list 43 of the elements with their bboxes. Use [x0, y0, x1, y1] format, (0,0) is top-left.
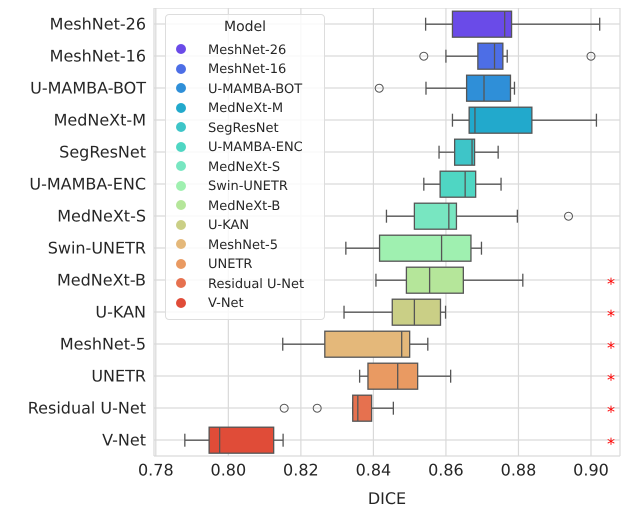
legend-label: SegResNet	[208, 120, 279, 136]
y-tick-label: SegResNet	[59, 142, 146, 162]
legend-label: U-MAMBA-ENC	[208, 140, 303, 155]
y-tick-label: MeshNet-5	[60, 334, 146, 354]
y-tick-label: MeshNet-16	[50, 46, 146, 66]
annotation: *	[607, 338, 615, 358]
y-tick-label: U-KAN	[95, 302, 146, 322]
y-tick-label: UNETR	[91, 366, 146, 386]
y-tick-label: Swin-UNETR	[48, 238, 146, 258]
x-tick-label: 0.90	[573, 460, 609, 480]
y-tick-label: U-MAMBA-BOT	[30, 78, 146, 98]
x-axis-title: DICE	[368, 489, 406, 508]
annotation: *	[607, 274, 615, 294]
legend-label: MeshNet-26	[208, 42, 286, 58]
legend-title: Model	[223, 19, 268, 36]
legend-label: V-Net	[208, 296, 244, 311]
legend-label: U-KAN	[208, 218, 250, 233]
legend-label: MedNeXt-S	[208, 160, 280, 174]
y-tick-label: MedNeXt-B	[56, 270, 146, 290]
annotation: *	[607, 402, 615, 422]
x-tick-label: 0.88	[500, 460, 536, 480]
y-tick-label: V-Net	[102, 430, 146, 450]
legend-label: U-MAMBA-BOT	[208, 82, 302, 96]
x-tick-label: 0.80	[210, 460, 246, 480]
legend-label: MeshNet-16	[208, 62, 286, 77]
annotation: *	[607, 370, 615, 390]
legend-label: MedNeXt-M	[208, 101, 284, 116]
annotation: *	[607, 434, 615, 454]
y-tick-label: MedNeXt-S	[57, 206, 146, 226]
y-tick-label: U-MAMBA-ENC	[29, 174, 146, 194]
x-tick-label: 0.86	[428, 460, 464, 480]
legend-label: MedNeXt-B	[208, 198, 280, 214]
legend-label: UNETR	[208, 257, 252, 272]
annotation: *	[607, 306, 615, 326]
x-tick-label: 0.78	[138, 460, 174, 480]
legend-label: MeshNet-5	[208, 238, 278, 252]
y-tick-label: Residual U-Net	[28, 398, 146, 418]
legend-label: Swin-UNETR	[208, 179, 288, 194]
y-tick-label: MeshNet-26	[50, 14, 146, 34]
legend-label: Residual U-Net	[208, 276, 304, 292]
x-tick-label: 0.84	[356, 460, 392, 480]
y-tick-label: MedNeXt-M	[54, 110, 146, 130]
x-tick-label: 0.82	[283, 460, 319, 480]
